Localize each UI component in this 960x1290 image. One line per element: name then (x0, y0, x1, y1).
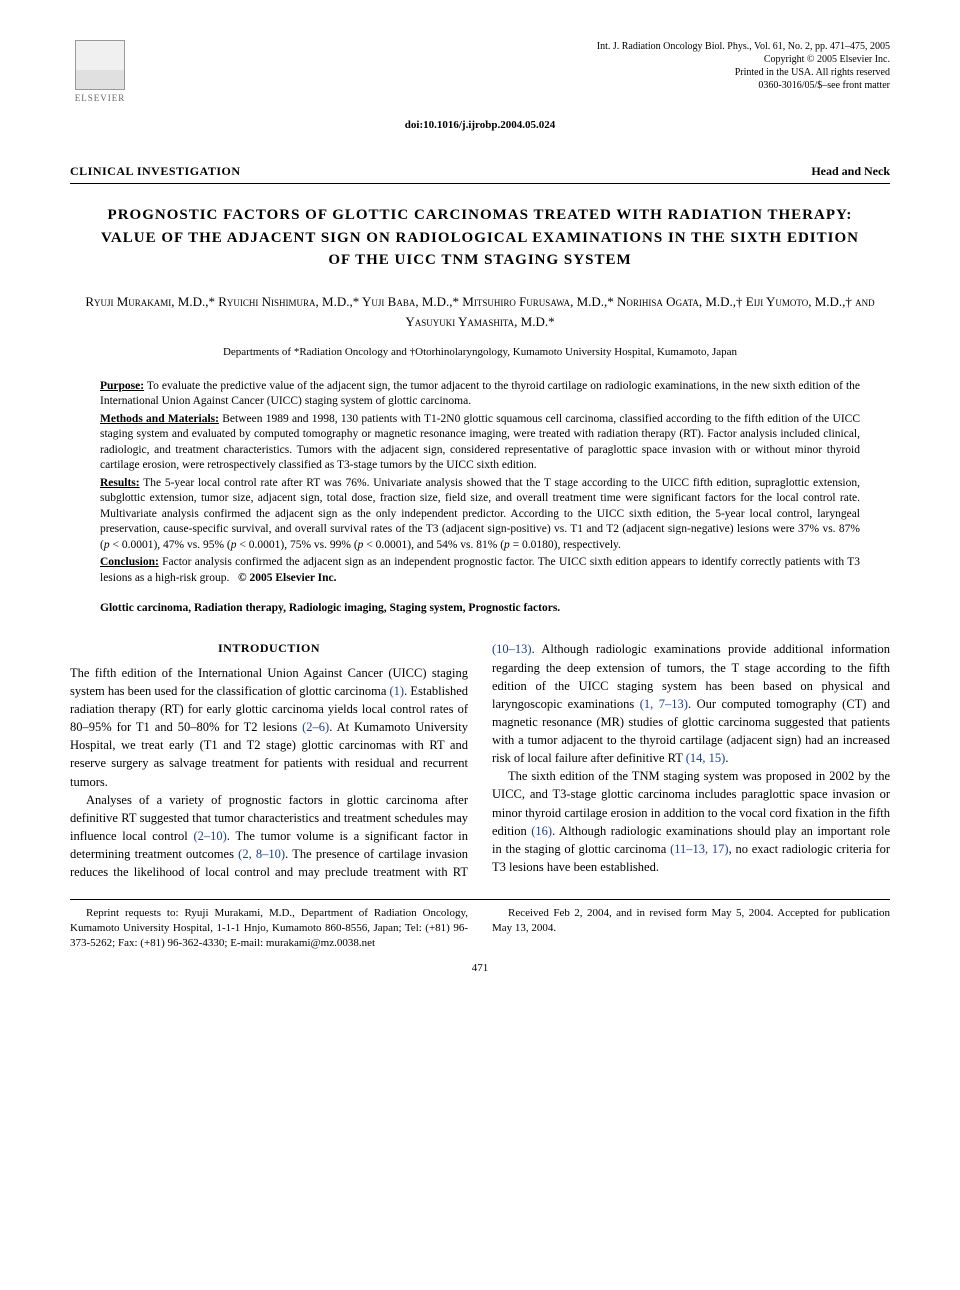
abstract-results-text-4: < 0.0001), and 54% vs. 81% ( (363, 539, 504, 551)
doi-line: doi:10.1016/j.ijrobp.2004.05.024 (70, 118, 890, 133)
abstract-results-text-5: = 0.0180), respectively. (510, 539, 621, 551)
ref-link-3[interactable]: (2–10) (193, 829, 226, 843)
page-footer: Reprint requests to: Ryuji Murakami, M.D… (70, 899, 890, 951)
abstract-results-label: Results: (100, 477, 140, 489)
article-title: PROGNOSTIC FACTORS OF GLOTTIC CARCINOMAS… (70, 204, 890, 272)
abstract-results-text-3: < 0.0001), 75% vs. 99% ( (237, 539, 358, 551)
article-body: INTRODUCTION The fifth edition of the In… (70, 640, 890, 881)
abstract-results: Results: The 5-year local control rate a… (100, 476, 860, 554)
journal-copyright: Copyright © 2005 Elsevier Inc. (597, 53, 890, 66)
journal-citation-block: Int. J. Radiation Oncology Biol. Phys., … (597, 40, 890, 92)
ref-link-1[interactable]: (1) (390, 684, 405, 698)
publisher-logo: ELSEVIER (70, 40, 130, 110)
introduction-heading: INTRODUCTION (70, 640, 468, 657)
ref-link-2[interactable]: (2–6) (302, 720, 329, 734)
page-number: 471 (70, 961, 890, 976)
abstract-methods: Methods and Materials: Between 1989 and … (100, 412, 860, 474)
abstract-block: Purpose: To evaluate the predictive valu… (70, 379, 890, 587)
ref-link-6[interactable]: (1, 7–13) (640, 697, 688, 711)
section-header-bar: CLINICAL INVESTIGATION Head and Neck (70, 163, 890, 184)
abstract-conclusion: Conclusion: Factor analysis confirmed th… (100, 555, 860, 586)
ref-link-5[interactable]: (10–13) (492, 642, 532, 656)
intro-paragraph-1: The fifth edition of the International U… (70, 664, 468, 791)
abstract-conclusion-text: Factor analysis confirmed the adjacent s… (100, 556, 860, 584)
abstract-results-text-2: < 0.0001), 47% vs. 95% ( (110, 539, 231, 551)
page-header: ELSEVIER Int. J. Radiation Oncology Biol… (70, 40, 890, 110)
section-type: CLINICAL INVESTIGATION (70, 163, 241, 180)
abstract-purpose-text: To evaluate the predictive value of the … (100, 380, 860, 408)
ref-link-4[interactable]: (2, 8–10) (238, 847, 285, 861)
abstract-copyright: © 2005 Elsevier Inc. (238, 572, 336, 584)
abstract-conclusion-label: Conclusion: (100, 556, 159, 568)
ref-link-7[interactable]: (14, 15) (686, 751, 726, 765)
intro-paragraph-3: The sixth edition of the TNM staging sys… (492, 767, 890, 876)
abstract-purpose-label: Purpose: (100, 380, 144, 392)
ref-link-8[interactable]: (16) (531, 824, 552, 838)
journal-issn: 0360-3016/05/$–see front matter (597, 79, 890, 92)
abstract-methods-label: Methods and Materials: (100, 413, 219, 425)
author-list: Ryuji Murakami, M.D.,* Ryuichi Nishimura… (70, 292, 890, 334)
elsevier-tree-icon (75, 40, 125, 90)
abstract-purpose: Purpose: To evaluate the predictive valu… (100, 379, 860, 410)
received-dates: Received Feb 2, 2004, and in revised for… (492, 906, 890, 936)
publisher-name: ELSEVIER (75, 92, 126, 105)
journal-citation: Int. J. Radiation Oncology Biol. Phys., … (597, 40, 890, 53)
keywords-line: Glottic carcinoma, Radiation therapy, Ra… (70, 600, 890, 616)
journal-rights: Printed in the USA. All rights reserved (597, 66, 890, 79)
affiliation-list: Departments of *Radiation Oncology and †… (70, 345, 890, 360)
reprint-info: Reprint requests to: Ryuji Murakami, M.D… (70, 906, 468, 951)
ref-link-9[interactable]: (11–13, 17) (670, 842, 729, 856)
section-topic: Head and Neck (811, 163, 890, 180)
